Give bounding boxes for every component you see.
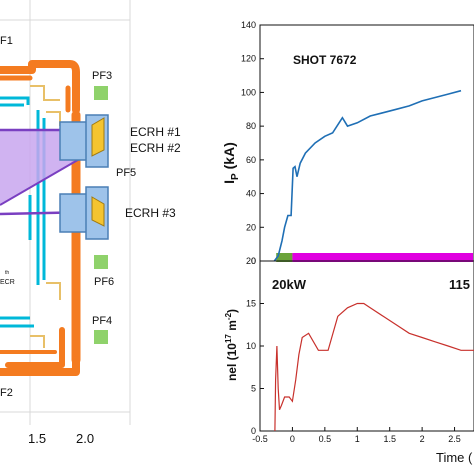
nel-series	[274, 302, 474, 432]
ip-chart-title: SHOT 7672	[293, 53, 357, 67]
nel-x-axis-label: Time (	[436, 450, 473, 465]
ip-series-line	[273, 89, 462, 262]
nel-x-tick-label: 0.5	[319, 434, 332, 444]
ecr-label: ECR	[0, 279, 15, 286]
ecrh2-label: ECRH #2	[130, 141, 181, 155]
ip-y-tick-label: 40	[246, 189, 256, 199]
ecrh-launcher-3	[59, 186, 109, 240]
nel-series-line	[274, 302, 474, 432]
nel-x-tick-label: -0.5	[252, 434, 268, 444]
nel-x-tick-label: 1.5	[383, 434, 396, 444]
nel-x-tick-label: 2	[420, 434, 425, 444]
ip-y-tick-label: 140	[241, 20, 256, 30]
tokamak-cross-section: F1 PF3 ECRH #1 ECRH #2 PF5 ECRH #3 PF6 P…	[0, 0, 181, 446]
pf4-label: PF4	[92, 315, 112, 327]
pf6-coil	[94, 255, 108, 269]
heating-bar	[292, 253, 473, 262]
ecrh1-label: ECRH #1	[130, 125, 181, 139]
nel-y-ticks: 0 5 10 15 20	[246, 256, 264, 436]
nel-x-tick-label: 0	[290, 434, 295, 444]
nel-y-tick-label: 0	[251, 426, 256, 436]
heating-label-115: 115	[449, 277, 470, 292]
ip-y-tick-label: 60	[246, 155, 256, 165]
diagram-tick-2-0: 2.0	[76, 431, 94, 446]
nel-y-axis-label: nel (1017 m-2)	[224, 309, 239, 381]
pf4-coil	[94, 330, 108, 344]
ip-y-tick-label: 20	[246, 222, 256, 232]
ecrh3-label: ECRH #3	[125, 206, 176, 220]
pf2-label: F2	[0, 387, 13, 399]
pf6-label: PF6	[94, 276, 114, 288]
ip-series	[273, 89, 462, 262]
nel-x-tick-label: 1	[355, 434, 360, 444]
ip-y-axis-label: IP (kA)	[221, 142, 241, 184]
ip-y-tick-label: 120	[241, 54, 256, 64]
pf1-label: F1	[0, 35, 13, 47]
heating-bar	[276, 253, 293, 262]
ecrh-launcher-1	[59, 114, 109, 168]
nel-y-tick-label: 20	[246, 256, 256, 266]
heating-label-20kw: 20kW	[272, 277, 307, 292]
ip-y-tick-label: 0	[251, 256, 256, 266]
nel-y-tick-label: 10	[246, 341, 256, 351]
pf3-coil	[94, 86, 108, 100]
nel-y-tick-label: 15	[246, 299, 256, 309]
ip-y-tick-label: 100	[241, 87, 256, 97]
diagram-tick-1-5: 1.5	[28, 431, 46, 446]
ecr-superscript: th	[5, 270, 9, 276]
heating-bars	[276, 253, 473, 262]
nel-x-ticks: -0.5 0 0.5 1 1.5 2 2.5	[252, 427, 461, 444]
ip-y-tick-label: 80	[246, 121, 256, 131]
nel-y-tick-label: 5	[251, 384, 256, 394]
pf3-label: PF3	[92, 70, 112, 82]
nel-x-tick-label: 2.5	[448, 434, 461, 444]
pf5-label: PF5	[116, 167, 136, 179]
